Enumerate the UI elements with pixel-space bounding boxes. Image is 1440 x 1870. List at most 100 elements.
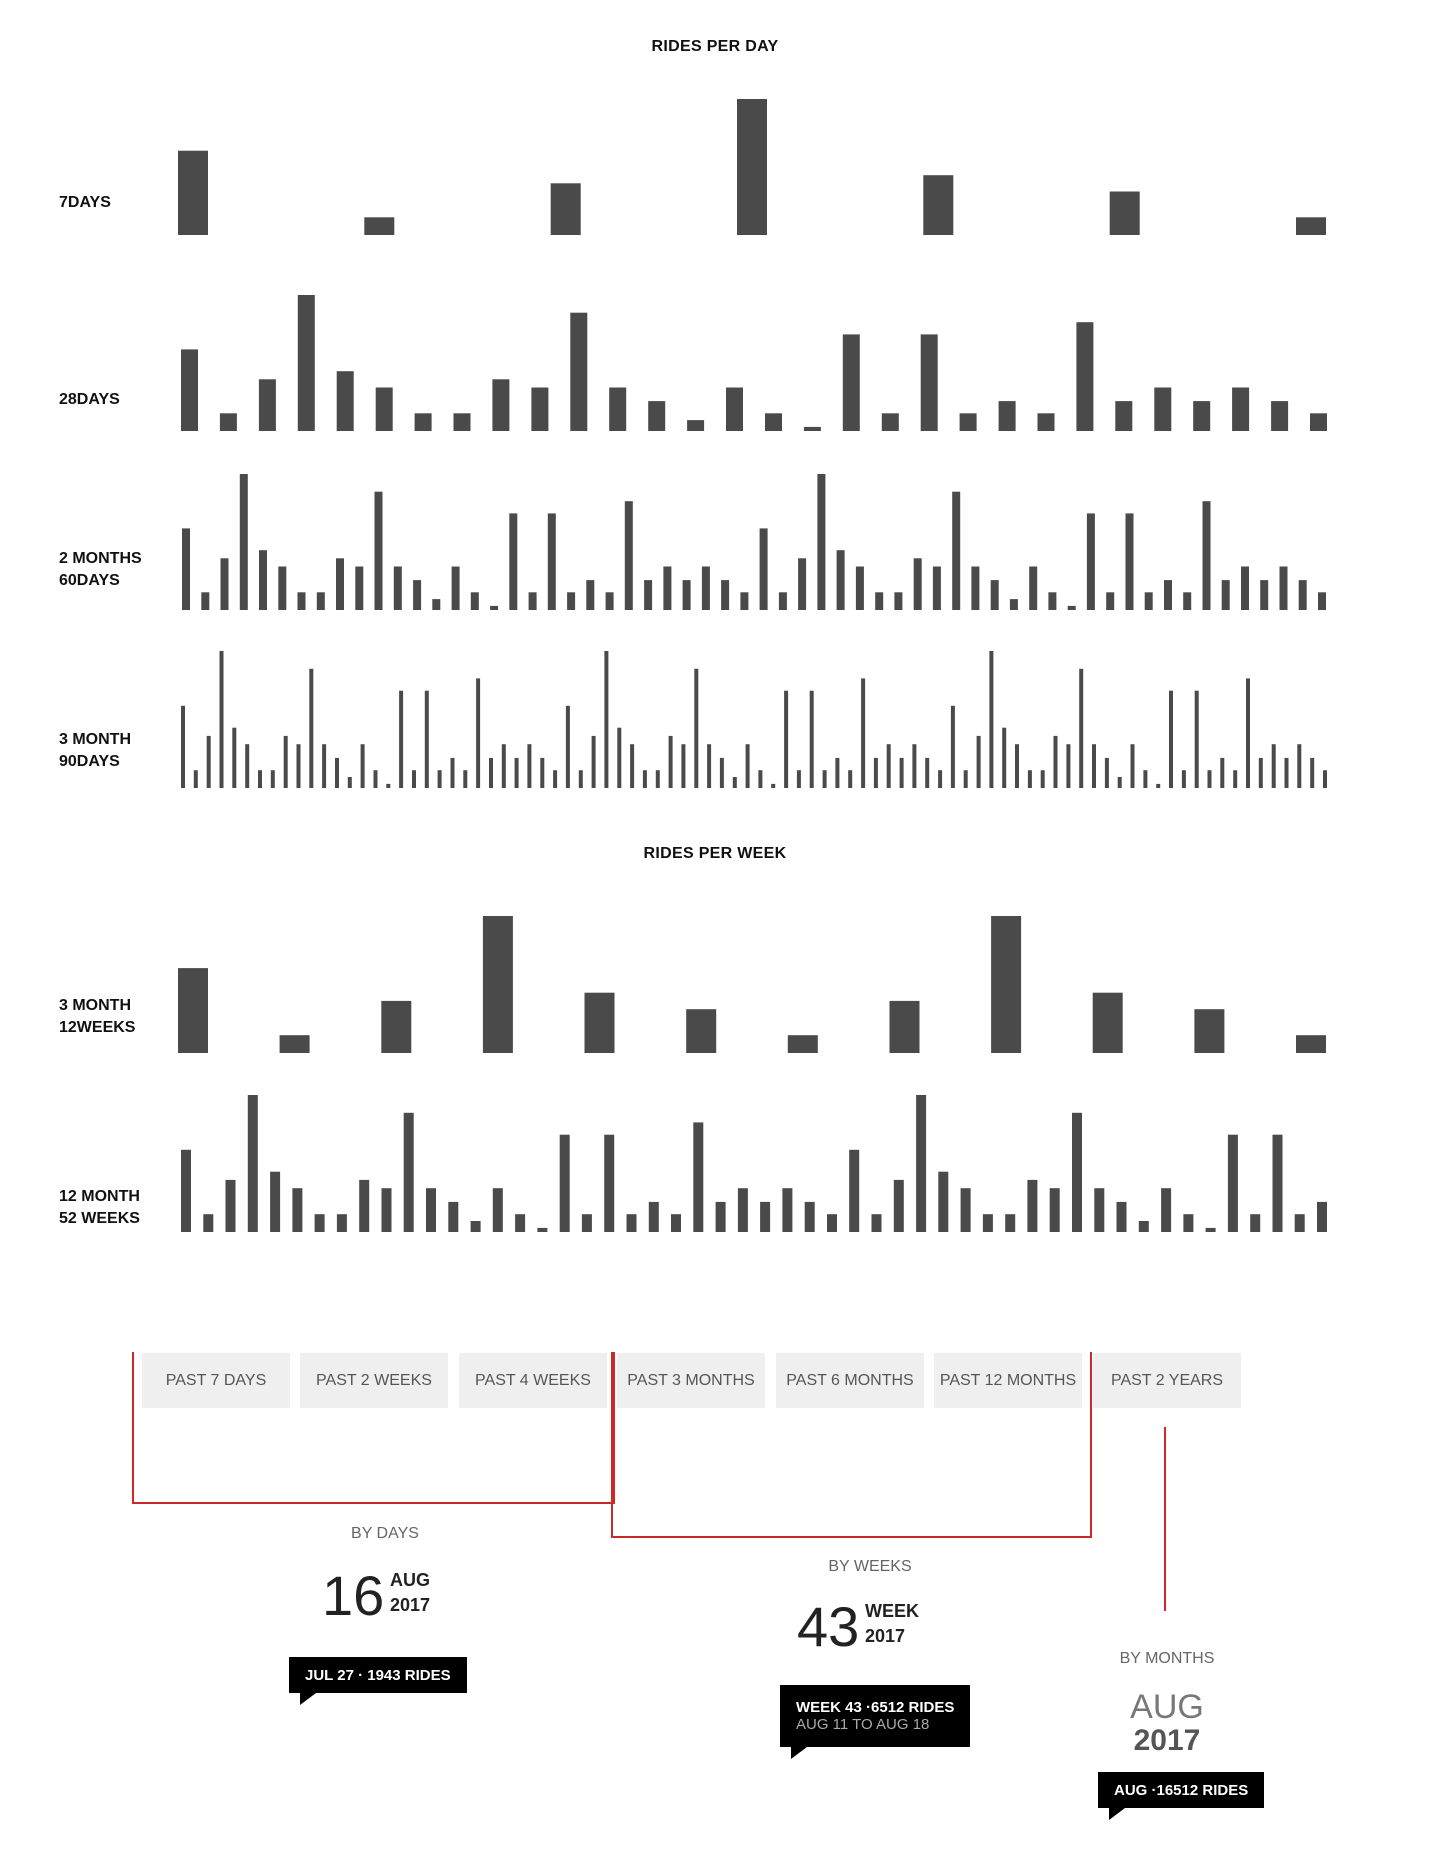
bar-7days[interactable]: [178, 150, 208, 235]
bar-28days[interactable]: [1310, 413, 1327, 431]
bar-52weeks[interactable]: [804, 1201, 815, 1232]
bar-60days[interactable]: [1183, 592, 1192, 610]
bar-90days[interactable]: [848, 770, 853, 788]
bar-12weeks[interactable]: [889, 1000, 920, 1053]
bar-60days[interactable]: [605, 592, 614, 610]
bar-90days[interactable]: [450, 757, 455, 788]
bar-60days[interactable]: [451, 566, 460, 611]
bar-90days[interactable]: [1015, 744, 1019, 788]
bar-60days[interactable]: [1260, 580, 1269, 610]
bar-90days[interactable]: [424, 690, 429, 788]
bar-52weeks[interactable]: [270, 1171, 281, 1232]
bar-28days[interactable]: [219, 413, 237, 431]
bar-60days[interactable]: [1029, 566, 1038, 611]
bar-60days[interactable]: [393, 566, 402, 611]
bar-60days[interactable]: [239, 474, 248, 610]
bar-60days[interactable]: [220, 558, 229, 610]
bar-52weeks[interactable]: [1294, 1214, 1305, 1232]
bar-90days[interactable]: [809, 690, 814, 788]
bar-52weeks[interactable]: [225, 1179, 236, 1232]
bar-52weeks[interactable]: [916, 1095, 927, 1232]
tab-past-12-months[interactable]: PAST 12 MONTHS: [934, 1353, 1082, 1408]
bar-28days[interactable]: [998, 401, 1016, 431]
bar-90days[interactable]: [784, 690, 789, 788]
bar-90days[interactable]: [565, 705, 570, 788]
bar-52weeks[interactable]: [292, 1188, 303, 1232]
bar-28days[interactable]: [1037, 413, 1055, 431]
bar-90days[interactable]: [1169, 690, 1173, 788]
bar-90days[interactable]: [681, 744, 686, 788]
bar-90days[interactable]: [591, 735, 596, 788]
bar-52weeks[interactable]: [1049, 1188, 1060, 1232]
bar-90days[interactable]: [578, 770, 583, 788]
bar-90days[interactable]: [347, 777, 352, 788]
bar-90days[interactable]: [899, 757, 904, 788]
bar-52weeks[interactable]: [1227, 1134, 1238, 1232]
bar-52weeks[interactable]: [336, 1214, 347, 1232]
bar-90days[interactable]: [912, 744, 917, 788]
bar-90days[interactable]: [476, 678, 481, 788]
tab-past-6-months[interactable]: PAST 6 MONTHS: [776, 1353, 924, 1408]
bar-60days[interactable]: [1048, 592, 1057, 610]
bar-90days[interactable]: [861, 678, 866, 788]
bar-60days[interactable]: [1009, 599, 1018, 610]
bar-90days[interactable]: [219, 651, 224, 788]
bar-52weeks[interactable]: [581, 1214, 592, 1232]
bar-12weeks[interactable]: [381, 1000, 412, 1053]
bar-52weeks[interactable]: [492, 1188, 503, 1232]
bar-52weeks[interactable]: [203, 1214, 214, 1232]
bar-60days[interactable]: [201, 592, 210, 610]
bar-28days[interactable]: [765, 413, 782, 431]
bar-7days[interactable]: [550, 183, 581, 235]
bar-60days[interactable]: [1279, 566, 1288, 611]
bar-90days[interactable]: [1258, 757, 1263, 788]
bar-90days[interactable]: [1284, 757, 1289, 788]
bar-52weeks[interactable]: [849, 1149, 860, 1232]
bar-28days[interactable]: [1271, 401, 1289, 431]
bar-60days[interactable]: [432, 599, 441, 610]
bar-52weeks[interactable]: [1317, 1201, 1327, 1232]
bar-90days[interactable]: [335, 757, 339, 788]
bar-52weeks[interactable]: [827, 1214, 837, 1232]
bar-52weeks[interactable]: [693, 1122, 704, 1232]
bar-60days[interactable]: [374, 491, 383, 610]
bar-28days[interactable]: [531, 387, 549, 432]
bar-90days[interactable]: [322, 744, 327, 788]
bar-60days[interactable]: [971, 566, 980, 611]
bar-60days[interactable]: [1241, 566, 1249, 611]
bar-90days[interactable]: [270, 770, 275, 788]
bar-52weeks[interactable]: [938, 1171, 949, 1232]
bar-12weeks[interactable]: [787, 1035, 818, 1053]
bar-28days[interactable]: [648, 401, 666, 431]
bar-52weeks[interactable]: [760, 1201, 771, 1232]
bar-90days[interactable]: [1194, 690, 1199, 788]
bar-28days[interactable]: [687, 420, 705, 431]
bar-52weeks[interactable]: [403, 1112, 414, 1232]
bar-60days[interactable]: [278, 566, 287, 611]
bar-90days[interactable]: [1233, 770, 1238, 788]
bar-52weeks[interactable]: [1250, 1214, 1261, 1232]
bar-90days[interactable]: [796, 770, 801, 788]
bar-52weeks[interactable]: [737, 1188, 748, 1232]
bar-7days[interactable]: [923, 175, 954, 235]
bar-52weeks[interactable]: [1138, 1221, 1149, 1232]
bar-28days[interactable]: [842, 334, 860, 431]
bar-60days[interactable]: [932, 566, 941, 611]
bar-90days[interactable]: [1181, 770, 1186, 788]
bar-90days[interactable]: [1002, 727, 1007, 788]
bar-60days[interactable]: [855, 566, 864, 611]
bar-90days[interactable]: [822, 770, 827, 788]
bar-60days[interactable]: [701, 566, 710, 611]
bar-60days[interactable]: [875, 592, 884, 610]
bar-90days[interactable]: [758, 770, 763, 788]
bar-60days[interactable]: [182, 528, 190, 610]
bar-60days[interactable]: [1086, 513, 1095, 610]
tab-past-2-years[interactable]: PAST 2 YEARS: [1093, 1353, 1241, 1408]
bar-52weeks[interactable]: [381, 1188, 392, 1232]
bar-90days[interactable]: [719, 757, 724, 788]
bar-90days[interactable]: [1066, 744, 1071, 788]
bar-90days[interactable]: [1104, 757, 1109, 788]
bar-52weeks[interactable]: [1094, 1188, 1105, 1232]
bar-60days[interactable]: [490, 605, 499, 610]
bar-52weeks[interactable]: [559, 1134, 570, 1232]
